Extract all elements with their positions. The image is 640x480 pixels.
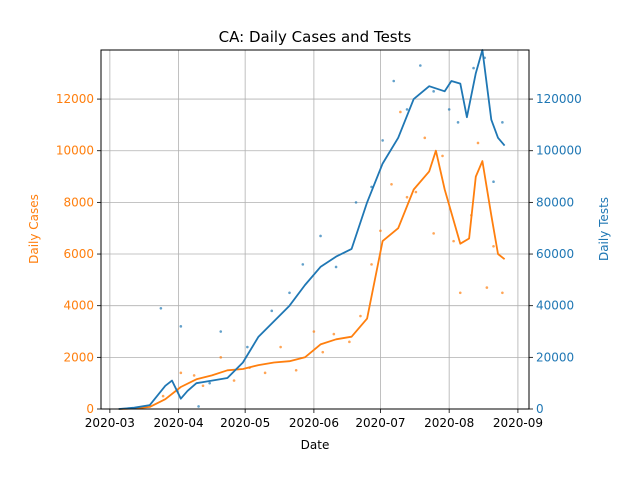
tests-point bbox=[288, 291, 291, 295]
y-left-tick-label: 8000 bbox=[63, 195, 94, 209]
tests-point bbox=[492, 180, 495, 184]
cases-point bbox=[321, 350, 325, 354]
x-tick-label: 2020-06 bbox=[289, 416, 339, 430]
tests-point bbox=[447, 108, 451, 111]
y-right-tick-label: 120000 bbox=[536, 92, 582, 106]
y-left-tick-label: 0 bbox=[86, 402, 94, 416]
cases-point bbox=[492, 244, 495, 248]
cases-point bbox=[501, 291, 504, 295]
tests-point bbox=[472, 66, 475, 70]
tests-point bbox=[456, 121, 460, 124]
y-left-axis-ticks: 0 2000 4000 6000 8000 10000 12000 bbox=[56, 92, 101, 416]
cases-point bbox=[379, 229, 382, 233]
tests-point bbox=[501, 121, 504, 124]
cases-point bbox=[414, 190, 418, 194]
series-lines bbox=[118, 49, 506, 410]
tests-point bbox=[301, 263, 305, 266]
cases-point bbox=[390, 183, 393, 186]
tests-point bbox=[419, 64, 422, 67]
x-tick-label: 2020-05 bbox=[220, 416, 270, 430]
x-tick-label: 2020-03 bbox=[85, 416, 135, 430]
tests-point bbox=[392, 79, 396, 83]
tests-point bbox=[354, 201, 358, 204]
y-left-tick-label: 10000 bbox=[56, 144, 94, 158]
tests-point bbox=[246, 345, 249, 349]
cases-point bbox=[348, 340, 351, 344]
cases-point bbox=[294, 368, 298, 372]
y-right-tick-label: 60000 bbox=[536, 247, 574, 261]
x-tick-label: 2020-04 bbox=[154, 416, 204, 430]
x-tick-label: 2020-07 bbox=[355, 416, 405, 430]
y-right-tick-label: 40000 bbox=[536, 299, 574, 313]
cases-point bbox=[476, 141, 480, 145]
tests-point bbox=[219, 330, 223, 333]
cases-point bbox=[201, 384, 205, 388]
tests-point bbox=[405, 108, 409, 111]
y-left-tick-label: 4000 bbox=[63, 299, 94, 313]
x-tick-label: 2020-08 bbox=[424, 416, 474, 430]
tests-point bbox=[197, 405, 200, 408]
cases-point bbox=[370, 263, 373, 266]
tests-point bbox=[334, 265, 338, 269]
y-right-tick-label: 0 bbox=[536, 402, 544, 416]
cases-point bbox=[432, 232, 435, 235]
y-left-tick-label: 6000 bbox=[63, 247, 94, 261]
tests-point bbox=[270, 309, 274, 313]
x-axis-ticks: 2020-03 2020-04 2020-05 2020-06 2020-07 2020-… bbox=[85, 409, 543, 430]
cases-point bbox=[192, 374, 196, 377]
x-tick-label: 2020-09 bbox=[493, 416, 543, 430]
tests-point bbox=[432, 90, 435, 93]
y-left-tick-label: 2000 bbox=[63, 350, 94, 364]
y-right-axis-ticks: 0 20000 40000 60000 80000 100000 120000 bbox=[529, 92, 582, 416]
tests-point bbox=[159, 306, 163, 310]
cases-point bbox=[332, 332, 336, 336]
cases-point bbox=[441, 154, 444, 158]
cases-line bbox=[118, 149, 506, 410]
cases-point bbox=[405, 195, 409, 199]
cases-point bbox=[359, 314, 362, 318]
tests-scatter bbox=[159, 56, 504, 408]
cases-point bbox=[312, 330, 316, 333]
cases-point bbox=[179, 371, 183, 375]
y-left-tick-label: 12000 bbox=[56, 92, 94, 106]
cases-point bbox=[232, 379, 236, 382]
y-left-axis-label: Daily Cases bbox=[27, 194, 41, 264]
tests-point bbox=[208, 381, 211, 385]
cases-point bbox=[423, 136, 427, 140]
y-right-tick-label: 20000 bbox=[536, 350, 574, 364]
cases-point bbox=[458, 291, 462, 295]
cases-point bbox=[263, 371, 267, 375]
y-right-tick-label: 80000 bbox=[536, 195, 574, 209]
y-right-tick-label: 100000 bbox=[536, 144, 582, 158]
cases-point bbox=[452, 239, 455, 243]
x-axis-label: Date bbox=[301, 438, 330, 452]
tests-point bbox=[179, 325, 183, 328]
tests-line bbox=[118, 49, 506, 410]
cases-point bbox=[485, 286, 489, 289]
y-right-axis-label: Daily Tests bbox=[597, 197, 611, 261]
tests-point bbox=[381, 139, 384, 142]
plot-frame bbox=[100, 49, 530, 410]
cases-point bbox=[399, 110, 402, 114]
tests-point bbox=[319, 234, 322, 238]
cases-point bbox=[219, 356, 223, 359]
cases-point bbox=[279, 345, 282, 349]
cases-point bbox=[161, 394, 165, 398]
chart-title: CA: Daily Cases and Tests bbox=[219, 28, 412, 46]
